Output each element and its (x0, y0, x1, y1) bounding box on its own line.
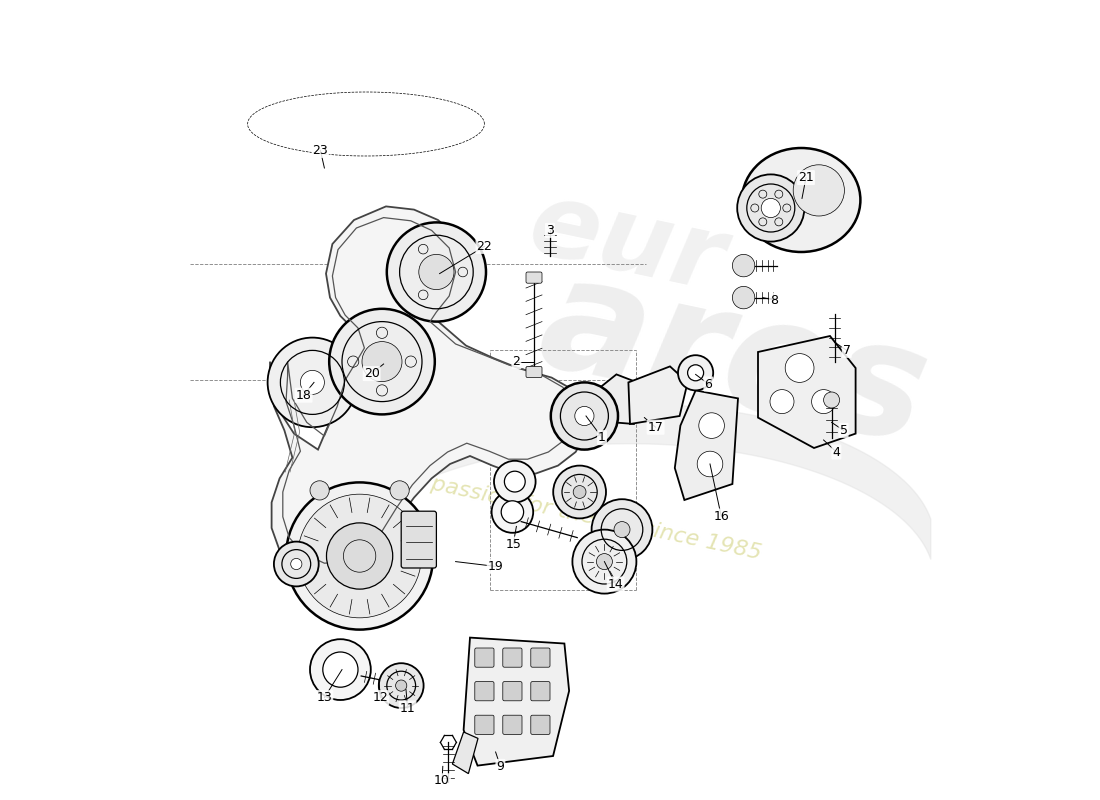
Circle shape (387, 222, 486, 322)
Circle shape (698, 413, 725, 438)
Text: 18: 18 (296, 389, 311, 402)
Text: 4: 4 (833, 446, 840, 458)
Circle shape (592, 499, 652, 560)
Circle shape (596, 554, 613, 570)
Text: 15: 15 (505, 538, 521, 550)
Text: 13: 13 (317, 691, 332, 704)
Circle shape (812, 390, 836, 414)
FancyBboxPatch shape (531, 682, 550, 701)
Circle shape (737, 174, 804, 242)
Circle shape (697, 451, 723, 477)
Circle shape (298, 494, 421, 618)
Text: 3: 3 (546, 224, 554, 237)
Circle shape (573, 486, 586, 498)
Text: 16: 16 (713, 510, 729, 522)
Circle shape (390, 481, 409, 500)
Circle shape (290, 558, 301, 570)
Circle shape (502, 501, 524, 523)
FancyBboxPatch shape (531, 648, 550, 667)
Polygon shape (270, 206, 588, 578)
Text: 6: 6 (704, 378, 713, 390)
FancyBboxPatch shape (531, 715, 550, 734)
FancyBboxPatch shape (503, 682, 522, 701)
FancyBboxPatch shape (475, 648, 494, 667)
Circle shape (362, 342, 402, 382)
Circle shape (300, 370, 324, 394)
Polygon shape (463, 638, 569, 766)
Circle shape (310, 639, 371, 700)
Circle shape (572, 530, 637, 594)
Circle shape (824, 392, 839, 408)
Text: 20: 20 (364, 367, 380, 380)
Text: 19: 19 (487, 560, 504, 573)
Circle shape (329, 309, 434, 414)
Circle shape (761, 198, 780, 218)
Circle shape (575, 406, 594, 426)
Circle shape (419, 254, 454, 290)
Polygon shape (452, 732, 478, 774)
FancyBboxPatch shape (503, 715, 522, 734)
Circle shape (310, 481, 329, 500)
Polygon shape (758, 336, 856, 448)
Text: 11: 11 (399, 702, 416, 714)
Circle shape (494, 461, 536, 502)
Circle shape (553, 466, 606, 518)
Text: 8: 8 (770, 294, 778, 306)
Text: ares: ares (527, 244, 940, 476)
Circle shape (492, 491, 534, 533)
Polygon shape (674, 390, 738, 500)
Text: 5: 5 (839, 424, 848, 437)
Text: a passion for the car since 1985: a passion for the car since 1985 (409, 469, 763, 563)
Circle shape (286, 482, 433, 630)
Text: 12: 12 (373, 691, 388, 704)
Text: 17: 17 (648, 421, 663, 434)
Text: 2: 2 (513, 355, 520, 368)
Circle shape (505, 471, 525, 492)
Circle shape (793, 165, 845, 216)
FancyBboxPatch shape (503, 648, 522, 667)
Circle shape (688, 365, 704, 381)
Circle shape (551, 382, 618, 450)
FancyBboxPatch shape (402, 511, 437, 568)
FancyBboxPatch shape (475, 682, 494, 701)
FancyBboxPatch shape (475, 715, 494, 734)
Circle shape (322, 652, 358, 687)
Circle shape (396, 680, 407, 691)
Polygon shape (628, 366, 688, 424)
Circle shape (274, 542, 319, 586)
FancyBboxPatch shape (526, 366, 542, 378)
Circle shape (785, 354, 814, 382)
Text: eur: eur (519, 174, 733, 314)
Text: 9: 9 (496, 760, 504, 773)
Text: 21: 21 (799, 171, 814, 184)
Polygon shape (584, 374, 642, 424)
Ellipse shape (742, 148, 860, 252)
Circle shape (378, 663, 424, 708)
Text: 1: 1 (598, 431, 606, 444)
Circle shape (770, 390, 794, 414)
Circle shape (678, 355, 713, 390)
Circle shape (267, 338, 358, 427)
FancyBboxPatch shape (526, 272, 542, 283)
Text: 22: 22 (476, 240, 493, 253)
Text: 7: 7 (843, 344, 850, 357)
Text: 10: 10 (434, 774, 450, 787)
Circle shape (614, 522, 630, 538)
Circle shape (327, 523, 393, 589)
Circle shape (733, 254, 755, 277)
Text: 14: 14 (607, 578, 624, 590)
Circle shape (733, 286, 755, 309)
Text: 23: 23 (312, 144, 328, 157)
